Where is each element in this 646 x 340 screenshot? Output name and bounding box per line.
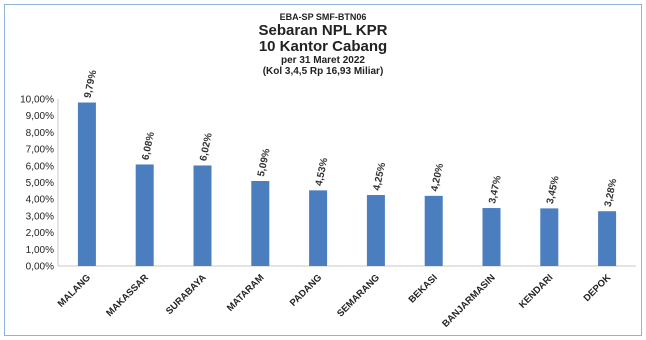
y-tick-label: 2,00%: [26, 228, 54, 239]
bar-padang: [309, 190, 328, 266]
bar-bekasi: [424, 195, 443, 266]
chart-title-2: 10 Kantor Cabang: [258, 38, 388, 55]
data-label: 5,09%: [256, 147, 273, 177]
y-tick-label: 0,00%: [26, 262, 54, 273]
bar-semarang: [366, 195, 385, 266]
bar-banjarmasin: [482, 208, 501, 266]
bar-makassar: [135, 164, 154, 266]
chart-subtitle: per 31 Maret 2022: [281, 55, 365, 66]
data-label: 3,47%: [487, 175, 504, 205]
y-tick-labels: 0,00% 1,00% 2,00% 3,00% 4,00% 5,00% 6,00% 7,00%…: [20, 95, 54, 273]
bar-kendari: [540, 208, 559, 266]
bar-depok: [598, 211, 617, 266]
category-label: BEKASI: [407, 272, 440, 305]
y-tick-label: 4,00%: [26, 195, 54, 206]
data-label: 6,02%: [198, 132, 215, 162]
y-tick-label: 8,00%: [26, 128, 54, 139]
data-label: 3,45%: [545, 175, 562, 205]
chart-frame: [4, 4, 642, 336]
bar-malang: [77, 102, 96, 266]
data-label: 3,28%: [603, 178, 620, 208]
data-labels: 9,79% 6,08% 6,02% 5,09% 4,53% 4,25% 4,20% 3,47%…: [83, 69, 620, 208]
category-label: MALANG: [56, 272, 93, 309]
y-tick-label: 10,00%: [20, 95, 54, 106]
y-tick-label: 5,00%: [26, 178, 54, 189]
category-label: KENDARI: [517, 272, 555, 310]
y-tick-label: 1,00%: [26, 245, 54, 256]
data-label: 6,08%: [140, 131, 157, 161]
category-label: SURABAYA: [164, 272, 209, 317]
chart-code: EBA-SP SMF-BTN06: [279, 12, 367, 22]
category-label: SEMARANG: [335, 272, 382, 319]
y-tick-label: 3,00%: [26, 211, 54, 222]
category-label: PADANG: [288, 272, 324, 308]
chart-titles: EBA-SP SMF-BTN06 Sebaran NPL KPR 10 Kant…: [0, 12, 646, 77]
category-label: DEPOK: [582, 272, 614, 304]
data-label: 4,20%: [429, 162, 446, 192]
bars: [77, 102, 617, 266]
category-label: MAKASSAR: [104, 272, 151, 319]
chart-title: Sebaran NPL KPR: [258, 22, 388, 39]
data-label: 4,25%: [372, 162, 389, 192]
bar-surabaya: [193, 165, 212, 266]
chart-subtitle-2: (Kol 3,4,5 Rp 16,93 Miliar): [262, 66, 384, 77]
data-label: 4,53%: [314, 157, 331, 187]
y-tick-label: 9,00%: [26, 111, 54, 122]
data-label: 9,79%: [83, 69, 100, 99]
category-labels: MALANG MAKASSAR SURABAYA MATARAM PADANG SEMAR…: [56, 272, 614, 330]
y-tick-label: 6,00%: [26, 161, 54, 172]
bar-mataram: [251, 180, 270, 266]
category-label: BANJARMASIN: [440, 272, 498, 330]
category-label: MATARAM: [225, 272, 267, 314]
y-tick-label: 7,00%: [26, 145, 54, 156]
